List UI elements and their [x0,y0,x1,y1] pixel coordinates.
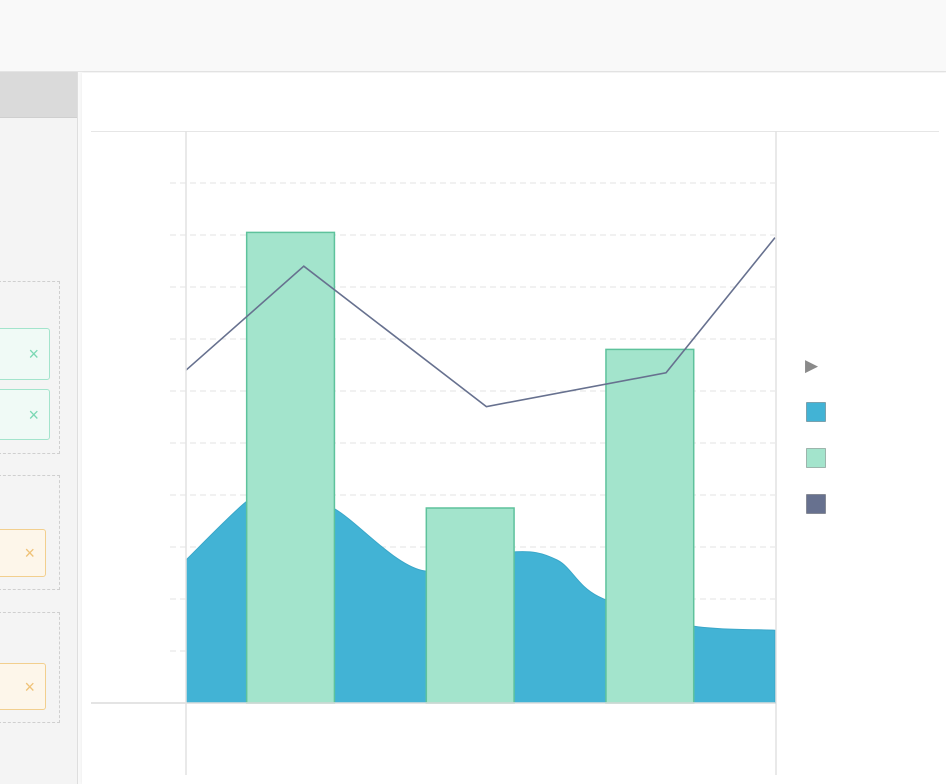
sidebar-header [0,72,77,118]
panel-header-divider [91,131,939,132]
bar-series [245,231,695,704]
drop-zone[interactable] [0,612,60,723]
filter-chip[interactable]: × [0,529,46,577]
bar [605,348,695,704]
legend-swatch[interactable] [806,448,826,468]
line-series [185,237,776,408]
drop-zone[interactable] [0,475,60,590]
close-icon[interactable]: × [28,404,39,425]
filter-chip[interactable]: × [0,663,46,710]
close-icon[interactable]: × [24,543,35,563]
chart-legend: ▶ [805,356,826,514]
line-series-path [185,237,776,408]
legend-toggle-icon[interactable]: ▶ [805,356,819,376]
close-icon[interactable]: × [24,676,35,697]
bar [425,507,515,704]
drop-zone[interactable] [0,281,60,454]
filter-chip[interactable]: × [0,328,50,380]
legend-swatch[interactable] [806,494,826,514]
bar [245,231,336,704]
chart-axes [91,131,777,775]
legend-swatch[interactable] [806,402,826,422]
close-icon[interactable]: × [28,344,39,364]
filter-chip[interactable]: × [0,389,50,440]
top-toolbar [0,0,946,72]
